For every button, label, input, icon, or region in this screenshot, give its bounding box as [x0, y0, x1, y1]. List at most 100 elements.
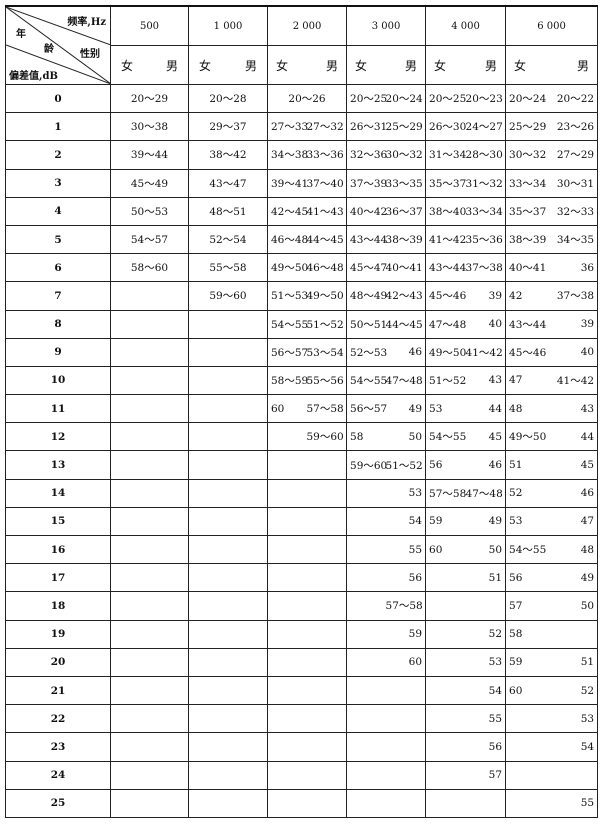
age-cell-4000-male: 51 [465, 563, 507, 593]
age-cell-4000-male: 54 [465, 675, 507, 706]
age-cell-6000-male: 52 [551, 675, 599, 706]
age-cell-4000-male: 56 [465, 732, 507, 762]
female-label: 女 [425, 45, 466, 85]
table-row: 1 30～38 29～37 27～33 27～32 26～31 25～29 26～30 24～2… [5, 112, 599, 142]
age-cell-2000-female [267, 591, 307, 621]
age-cell-3000-male: 49 [385, 394, 427, 424]
age-cell-3000-male: 47～48 [385, 365, 427, 396]
age-cell-1000 [188, 788, 268, 818]
age-cell-4000-male: 24～27 [465, 112, 507, 142]
deviation-cell: 19 [5, 619, 111, 649]
age-cell-3000-female [346, 760, 386, 790]
age-cell-6000-female: 42 [505, 281, 552, 311]
age-cell-3000-female: 43～44 [346, 224, 387, 255]
age-cell-6000-male: 49 [551, 563, 599, 593]
age-cell-4000-male: 20～23 [465, 83, 507, 114]
age-cell-2000-male [306, 478, 348, 508]
age-cell-500 [110, 506, 189, 537]
age-cell-2000-female: 42～45 [267, 196, 308, 226]
age-cell-2000-male: 49～50 [306, 281, 348, 311]
age-cell-500 [110, 732, 189, 762]
table-row: 21 54 60 52 [5, 675, 599, 706]
age-cell-6000-female: 40～41 [505, 253, 552, 283]
age-cell-3000-female: 54～55 [346, 365, 387, 396]
age-cell-1000: 48～51 [188, 196, 268, 226]
deviation-cell: 6 [5, 253, 111, 283]
table-row: 6 58～60 55～58 49～50 46～48 45～47 40～41 43～44 37～3… [5, 253, 599, 283]
deviation-cell: 21 [5, 675, 111, 706]
age-cell-500: 50～53 [110, 196, 189, 226]
table-row: 15 54 59 49 53 47 [5, 506, 599, 537]
age-cell-2000-male: 41～43 [306, 196, 348, 226]
table-row: 8 54～55 51～52 50～51 44～45 47～48 40 43～44 39 [5, 309, 599, 339]
age-cell-4000-female [425, 732, 466, 762]
female-label: 女 [199, 58, 212, 73]
deviation-cell: 9 [5, 337, 111, 367]
age-cell-1000: 43～47 [188, 168, 268, 198]
age-cell-4000-female: 59 [425, 506, 466, 537]
age-cell-6000-male: 32～33 [551, 196, 599, 226]
age-cell-2000-female [267, 422, 307, 452]
age-cell-2000-male [306, 563, 348, 593]
age-cell-4000-female: 26～30 [425, 112, 466, 142]
age-cell-500 [110, 281, 189, 311]
age-cell-3000-male: 60 [385, 647, 427, 677]
age-cell-3000-female: 58 [346, 422, 386, 452]
male-label: 男 [306, 45, 348, 85]
age-cell-4000-female [425, 788, 466, 818]
age-cell-4000-female: 57～58 [425, 478, 466, 508]
age-cell-2000-male [306, 732, 348, 762]
age-cell-3000-male: 59 [385, 619, 427, 649]
age-cell-2000-male [306, 704, 348, 734]
age-cell-2000-female [267, 760, 307, 790]
age-cell-6000-male: 30～31 [551, 168, 599, 198]
age-cell-4000-female [425, 591, 466, 621]
age-cell-4000-male: 44 [465, 394, 507, 424]
age-cell-1000 [188, 647, 268, 677]
age-cell-2000-male [306, 450, 348, 480]
age-cell-3000-male [385, 675, 427, 706]
age-cell-3000-male: 55 [385, 534, 427, 565]
table-row: 19 59 52 58 [5, 619, 599, 649]
age-cell-2000-male [306, 788, 348, 818]
age-cell-500: 58～60 [110, 253, 189, 283]
age-cell-1000 [188, 619, 268, 649]
age-cell-500 [110, 337, 189, 367]
age-cell-3000-male: 36～37 [385, 196, 427, 226]
age-cell-2000-male: 44～45 [306, 224, 348, 255]
age-cell-500 [110, 591, 189, 621]
age-cell-6000-female: 51 [505, 450, 552, 480]
age-cell-4000-male: 37～38 [465, 253, 507, 283]
age-label-1: 年 [16, 29, 26, 40]
table-row: 17 56 51 56 49 [5, 563, 599, 593]
male-label: 男 [244, 58, 257, 73]
age-cell-4000-female: 56 [425, 450, 466, 480]
age-cell-6000-female: 58 [505, 619, 552, 649]
age-cell-1000 [188, 732, 268, 762]
table-row: 23 56 54 [5, 732, 599, 762]
deviation-cell: 13 [5, 450, 111, 480]
male-label: 男 [551, 45, 599, 85]
deviation-cell: 1 [5, 112, 111, 142]
age-cell-6000-male: 37～38 [551, 281, 599, 311]
table-row: 9 56～57 53～54 52～53 46 49～50 41～42 45～46 40 [5, 337, 599, 367]
age-cell-500 [110, 647, 189, 677]
age-cell-3000-female [346, 534, 386, 565]
age-cell-4000-male: 39 [465, 281, 507, 311]
age-cell-2000-female: 51～53 [267, 281, 308, 311]
age-cell-3000-female [346, 563, 386, 593]
deviation-cell: 16 [5, 534, 111, 565]
sex-header-row: 女男女男女男女男女男女男 [6, 45, 599, 85]
age-cell-1000 [188, 563, 268, 593]
age-cell-1000: 20～28 [188, 83, 268, 114]
table-row: 13 59～60 51～52 56 46 51 45 [5, 450, 599, 480]
age-cell-6000-female: 59 [505, 647, 552, 677]
age-cell-3000-female: 59～60 [346, 450, 387, 480]
age-cell-2000-female: 49～50 [267, 253, 308, 283]
age-cell-6000-female: 53 [505, 506, 552, 537]
age-cell-3000-male: 46 [385, 337, 427, 367]
age-cell-6000-female [505, 732, 552, 762]
age-cell-3000-male: 44～45 [385, 309, 427, 339]
age-cell-3000-male: 25～29 [385, 112, 427, 142]
sex-label: 性别 [80, 49, 100, 60]
